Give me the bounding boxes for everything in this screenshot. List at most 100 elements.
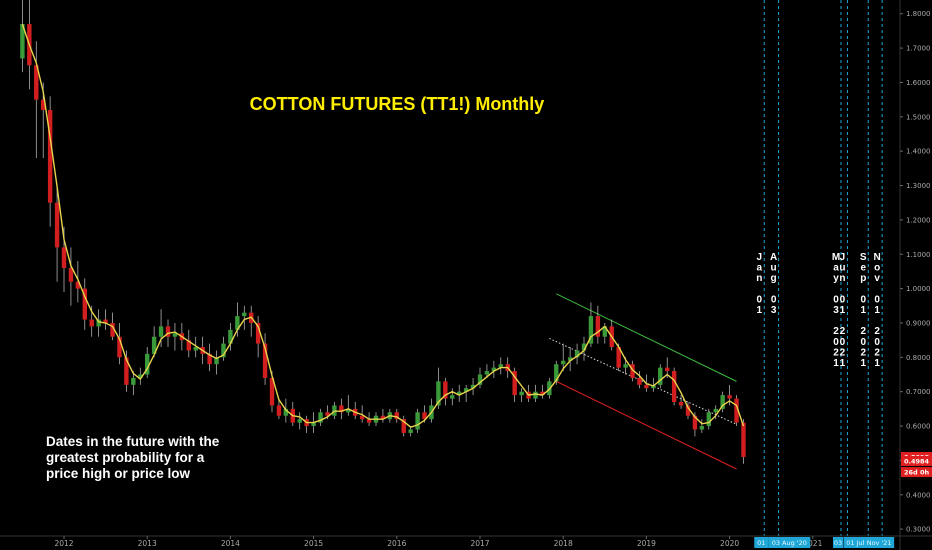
candle — [567, 347, 573, 372]
candle-body — [117, 336, 122, 358]
candle-body — [214, 357, 219, 365]
candle — [713, 405, 718, 420]
candle — [519, 388, 524, 402]
candle-body — [82, 288, 87, 320]
candle-body — [567, 357, 573, 361]
candle — [242, 305, 247, 330]
candle — [477, 367, 483, 389]
candle-body — [533, 391, 538, 399]
x-axis: 2012 2013 2014 2015 2016 2017 2018 2019 2020 2021… — [0, 535, 932, 548]
candle-body — [408, 429, 413, 433]
y-tick-label: 1.1000 — [906, 251, 931, 259]
candle-body — [325, 412, 330, 416]
candle — [186, 329, 191, 358]
y-tick-label: 1.8000 — [906, 10, 931, 18]
candle — [394, 408, 399, 423]
candle-body — [574, 350, 580, 358]
candle — [151, 326, 157, 358]
candle — [75, 261, 81, 303]
candle-body — [165, 326, 171, 337]
candle-body — [616, 347, 621, 368]
candle — [124, 350, 129, 392]
candle-body — [54, 202, 60, 248]
candle-body — [581, 343, 587, 351]
future-date-lines — [763, 0, 883, 536]
y-tick-label: 1.6000 — [906, 79, 931, 87]
x-date-badge: 01 — [754, 537, 769, 548]
candle-body — [68, 268, 74, 282]
candle-body — [713, 408, 718, 413]
candle-body — [498, 364, 503, 368]
x-tick-label: 2013 — [138, 539, 157, 548]
candle-body — [463, 388, 469, 392]
candle — [228, 322, 233, 351]
candle — [415, 408, 420, 433]
y-tick-label: 0.6000 — [906, 423, 931, 431]
candle-body — [96, 319, 101, 327]
candle — [54, 185, 60, 282]
candle-body — [630, 364, 635, 378]
candle — [172, 322, 178, 351]
y-tick-label: 1.3000 — [906, 182, 931, 190]
x-date-badge-text: 03 — [834, 539, 842, 547]
candle-body — [477, 374, 483, 385]
y-tick-label: 0.3000 — [906, 526, 931, 534]
candle-body — [678, 402, 684, 406]
candle-body — [484, 371, 490, 375]
candle — [145, 347, 150, 378]
candle-body — [207, 353, 212, 365]
candle-body — [20, 24, 25, 59]
candle — [34, 41, 39, 159]
price-label-text: 0.4984 — [904, 457, 930, 465]
candle — [47, 96, 53, 227]
x-tick-label: 2019 — [637, 539, 656, 548]
candle-body — [186, 340, 191, 351]
candle — [117, 322, 122, 365]
x-tick-label: 2016 — [387, 539, 406, 548]
candle-body — [512, 371, 517, 396]
candle — [457, 384, 462, 402]
candle-body — [602, 326, 607, 337]
candle — [491, 360, 497, 378]
candle-body — [692, 415, 698, 430]
trendline — [556, 293, 737, 382]
candle — [214, 350, 219, 375]
candle-body — [228, 329, 233, 344]
candle-body — [644, 384, 649, 389]
candle-body — [235, 316, 240, 330]
x-tick-label: 2018 — [554, 539, 573, 548]
candle-body — [720, 395, 725, 409]
price-label: 0.4984 — [901, 455, 932, 466]
candle — [706, 408, 711, 430]
candle — [727, 384, 732, 406]
trendlines — [549, 293, 737, 470]
annotation-text: Dates in the future with the greatest pro… — [46, 434, 220, 481]
candle-body — [554, 364, 559, 382]
x-date-badge-text: 03 Aug '20 — [772, 539, 807, 547]
candle — [276, 398, 282, 420]
candle — [678, 395, 684, 409]
x-date-badge: 03 Aug '20 — [768, 537, 811, 548]
candle-body — [110, 322, 115, 337]
candle-body — [359, 415, 365, 420]
candle — [297, 412, 302, 430]
candle-body — [470, 384, 476, 389]
candle — [207, 343, 212, 372]
candle-body — [262, 343, 268, 378]
candle-body — [457, 391, 462, 396]
x-tick-label: 2012 — [54, 539, 73, 548]
candle-body — [450, 395, 455, 399]
candle-body — [145, 353, 150, 375]
candle-body — [658, 367, 663, 385]
x-date-badge-bg — [754, 537, 769, 548]
y-tick-label: 1.4000 — [906, 148, 931, 156]
candle-body — [75, 281, 81, 289]
candle — [82, 278, 87, 330]
candle — [581, 336, 587, 361]
